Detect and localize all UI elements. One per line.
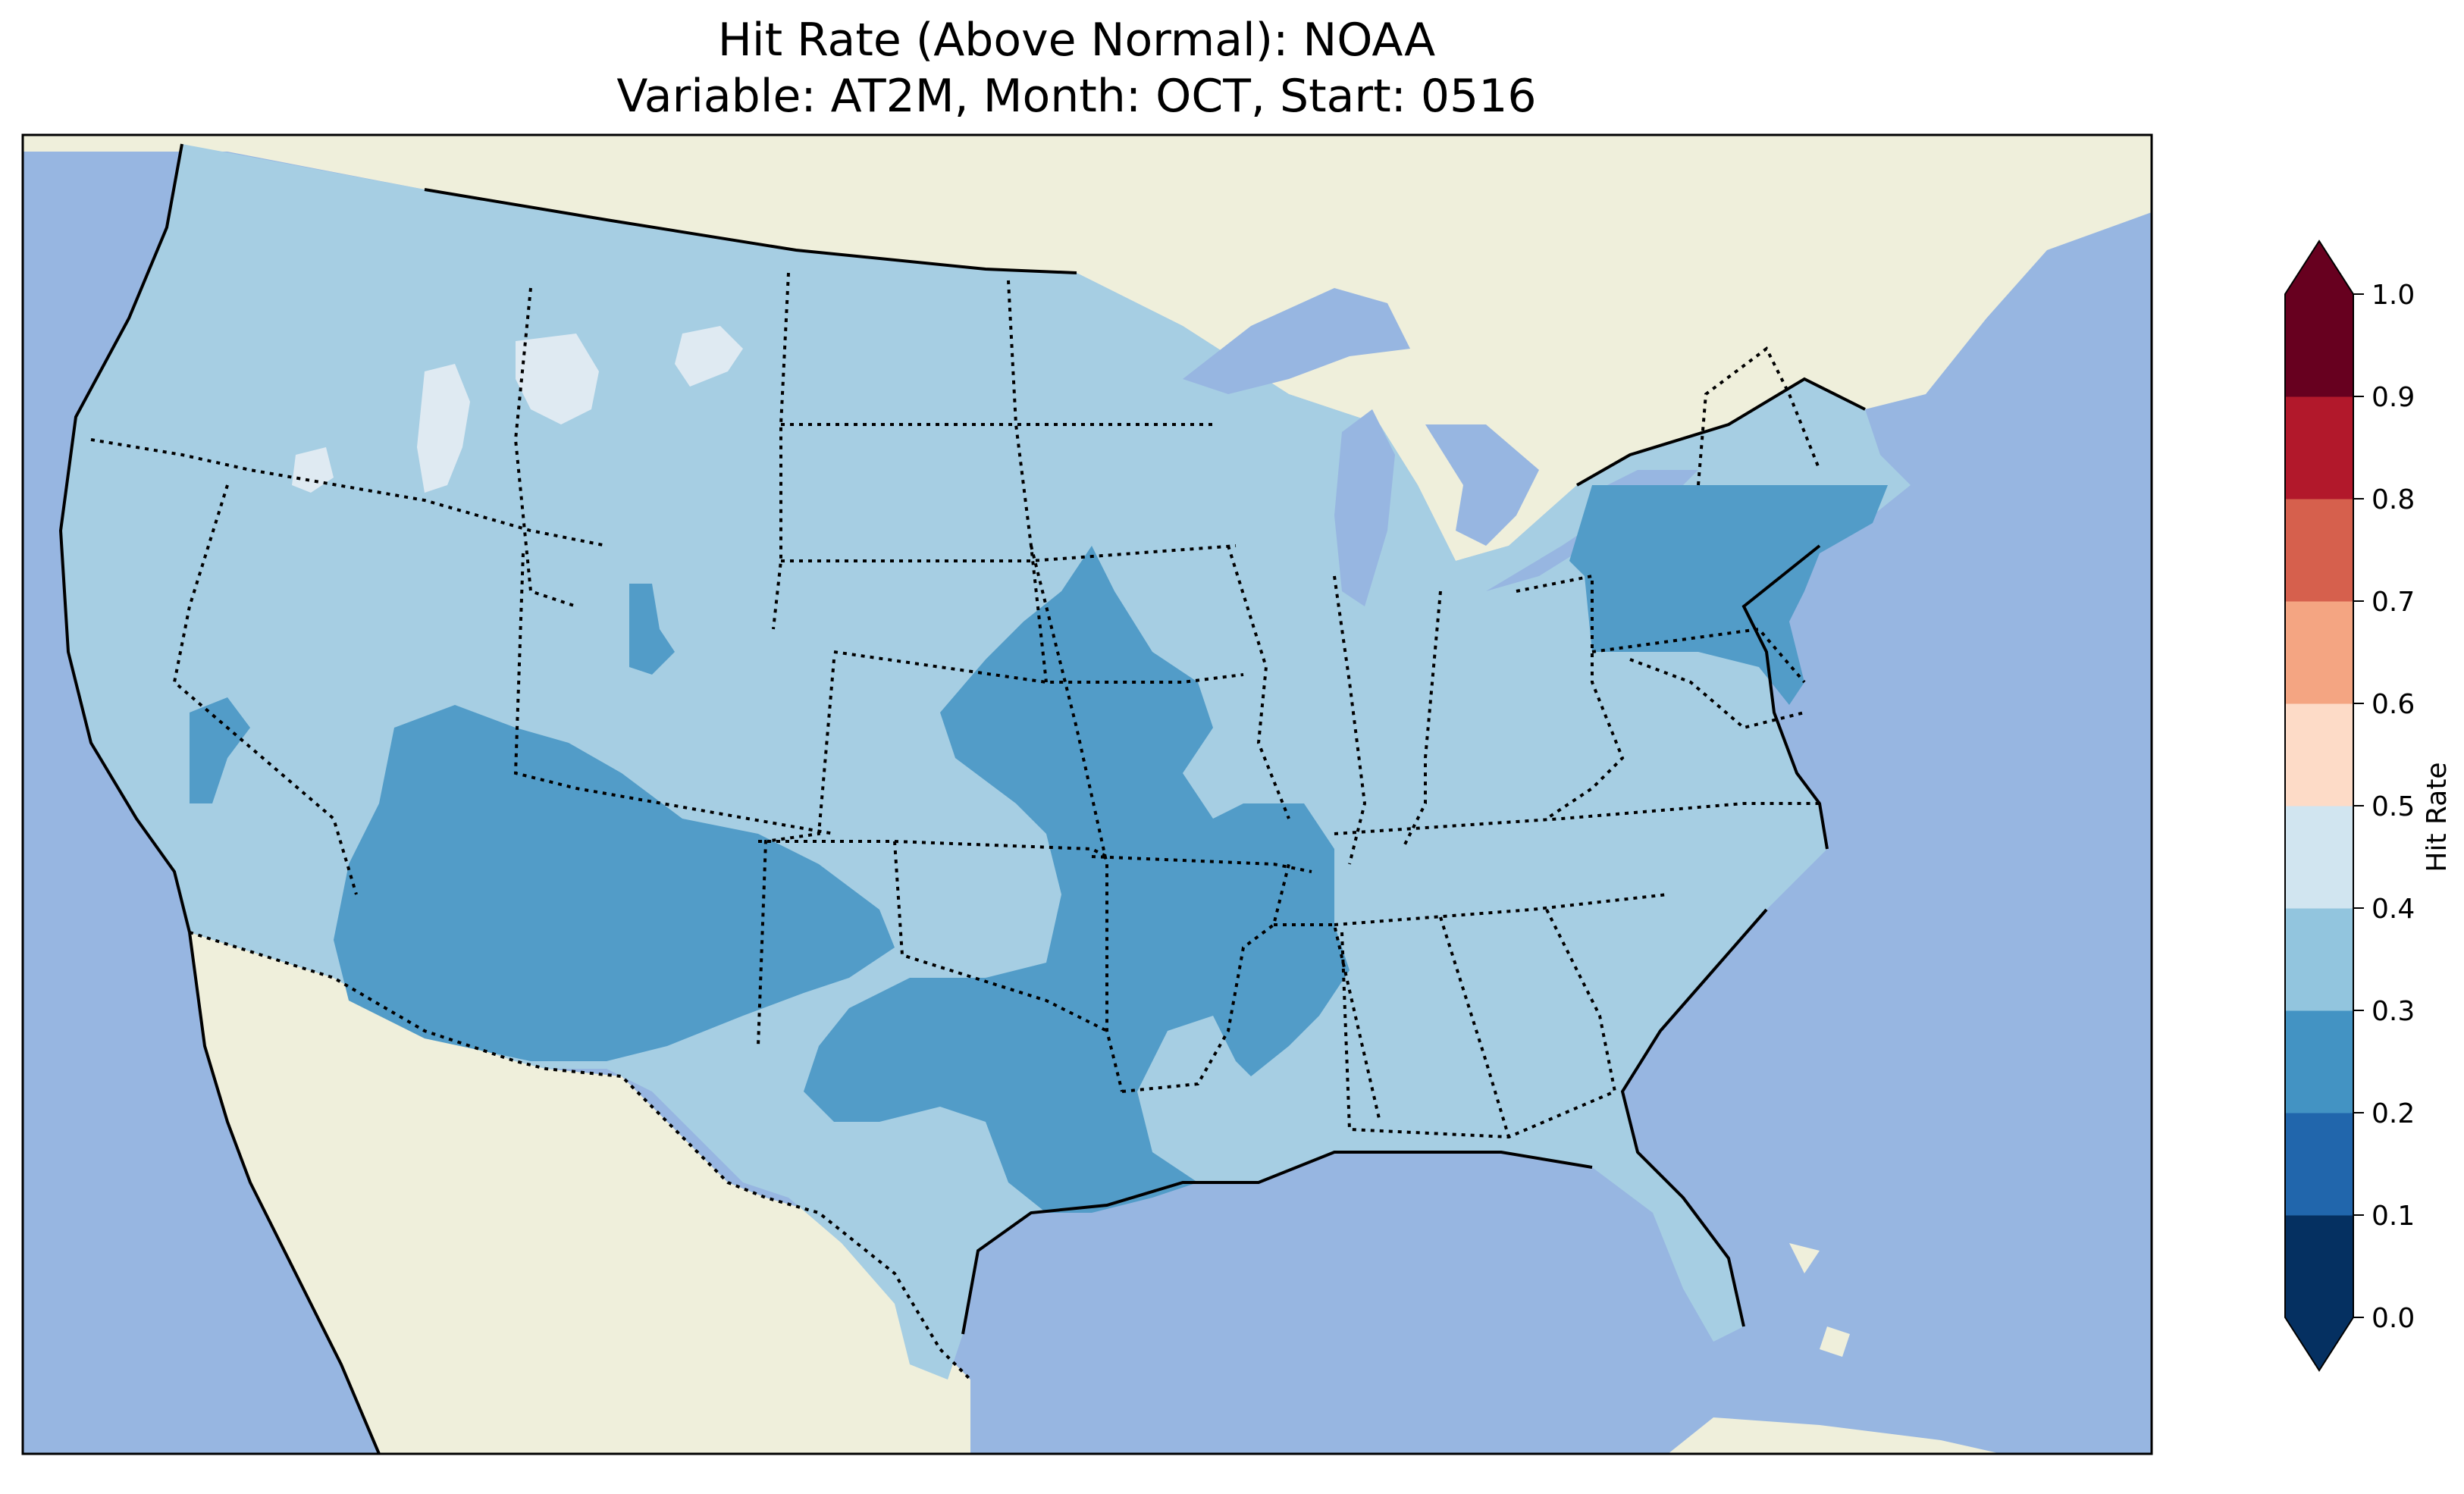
- mexico-land: [190, 932, 970, 1454]
- lake-michigan: [1334, 409, 1395, 606]
- colorbar-band-1: [2285, 1113, 2353, 1216]
- colorbar-band-4: [2285, 806, 2353, 909]
- colorbar-tick-label-9: 0.9: [2372, 382, 2415, 413]
- map-title-line-1: Hit Rate (Above Normal): NOAA: [717, 14, 1436, 67]
- colorbar-tick-label-8: 0.8: [2372, 484, 2415, 515]
- mexico-border: [189, 931, 972, 1381]
- canada-land: [23, 135, 2152, 561]
- colorbar-band-5: [2285, 703, 2353, 807]
- colorbar-tick-label-3: 0.3: [2372, 996, 2415, 1027]
- colorbar-band-3: [2285, 908, 2353, 1011]
- band-0.4-0.5-spot-1: [516, 334, 599, 424]
- cuba-land: [1668, 1417, 2002, 1454]
- colorbar-band-8: [2285, 396, 2353, 500]
- colorbar-tick-label-5: 0.5: [2372, 791, 2415, 822]
- band-0.4-0.5-spot-2: [417, 364, 470, 493]
- map-frame: [21, 133, 2153, 1455]
- colorbar-bands: [2284, 240, 2354, 1372]
- colorbar-band-0: [2285, 1215, 2353, 1318]
- band-0.2-0.3-northeast: [1569, 485, 1888, 705]
- colorbar-band-2: [2285, 1010, 2353, 1113]
- band-0.2-0.3-southwest: [334, 705, 895, 1061]
- colorbar-tick-label-7: 0.7: [2372, 587, 2415, 618]
- colorbar-tick-label-2: 0.2: [2372, 1098, 2415, 1129]
- band-0.2-0.3-nevada: [190, 697, 250, 803]
- band-0.4-0.5-spot-3: [675, 326, 743, 387]
- band-0.4-0.5-spot-4: [292, 447, 334, 493]
- map-title-line-2: Variable: AT2M, Month: OCT, Start: 0516: [616, 70, 1537, 123]
- band-0.2-0.3-central: [804, 546, 1350, 1213]
- international-border: [424, 188, 1866, 487]
- coastlines: [58, 143, 1829, 1454]
- colorbar-extend-over: [2285, 241, 2353, 294]
- bahamas-islands: [1789, 1243, 1850, 1357]
- colorbar-tick-label-4: 0.4: [2372, 894, 2415, 925]
- lake-huron: [1425, 424, 1539, 546]
- colorbar-band-6: [2285, 601, 2353, 704]
- colorbar-band-9: [2285, 294, 2353, 397]
- colorbar-tick-label-1: 0.1: [2372, 1201, 2415, 1232]
- colorbar-band-7: [2285, 499, 2353, 602]
- colorbar-extend-under: [2285, 1317, 2353, 1370]
- colorbar-tick-label-10: 1.0: [2372, 280, 2415, 311]
- state-boundaries: [90, 272, 1821, 1139]
- colorbar-tick-label-0: 0.0: [2372, 1303, 2415, 1334]
- lake-superior: [1183, 288, 1410, 394]
- colorbar-label: Hit Rate: [2422, 762, 2453, 872]
- colorbar-tick-label-6: 0.6: [2372, 689, 2415, 720]
- colorbar-ticks: 0.0 0.1 0.2 0.3 0.4 0.5 0.6 0.7 0.8 0.9 1.0: [2353, 280, 2415, 1334]
- band-0.2-0.3-wyoming: [629, 584, 675, 675]
